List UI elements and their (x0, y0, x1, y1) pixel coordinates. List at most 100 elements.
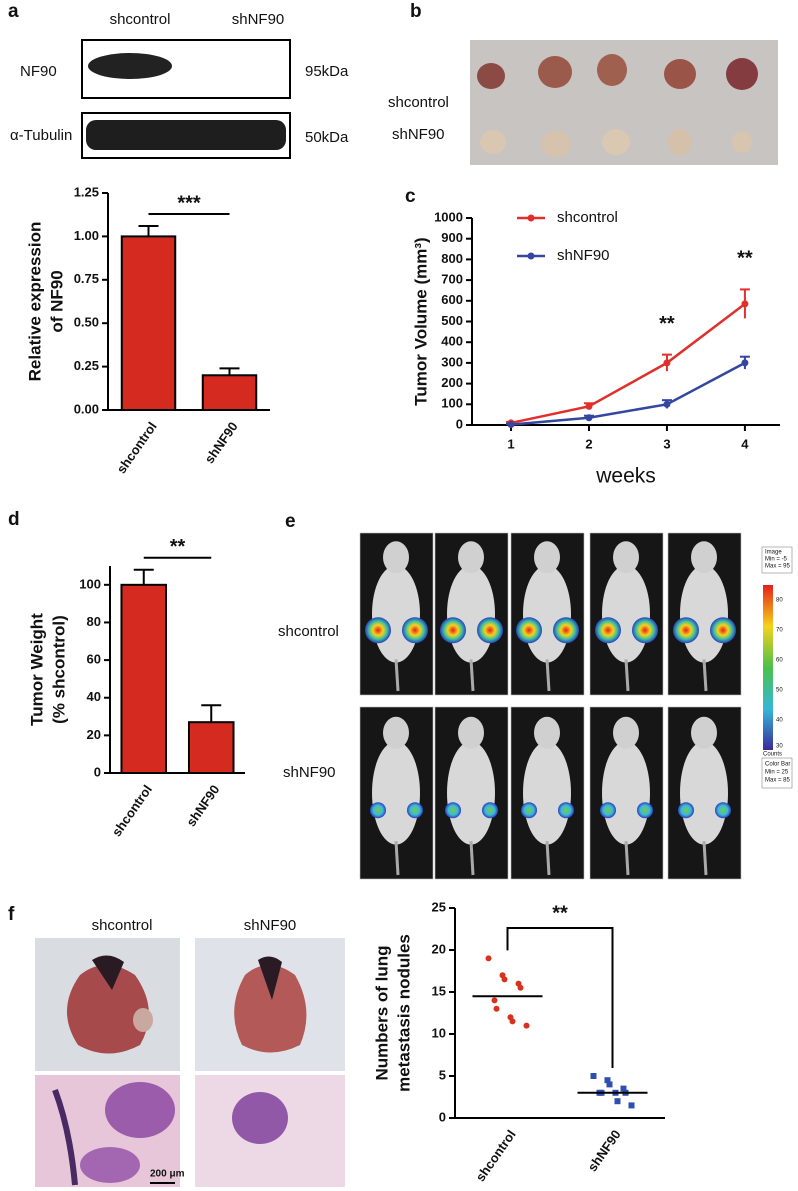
mouse-tail (394, 659, 400, 692)
row-label: shcontrol (278, 623, 339, 640)
tissue (80, 1147, 140, 1183)
legend-label: shcontrol (557, 209, 618, 226)
lung-photos: shcontrol shNF90 200 μm (35, 917, 345, 1187)
y-axis-label: Tumor Weight (27, 613, 46, 726)
point (620, 1085, 627, 1092)
mouse-tail (469, 841, 475, 876)
size-label: 50kDa (305, 129, 349, 146)
series-line (510, 302, 746, 425)
y-tick-label: 80 (87, 614, 101, 629)
signal (558, 802, 574, 819)
row-label: shNF90 (392, 126, 445, 143)
mouse-body (372, 741, 420, 845)
y-axis-label: Numbers of lung (372, 945, 391, 1080)
column-label: shNF90 (232, 11, 285, 28)
mouse-tail (624, 659, 630, 692)
y-tick-label: 60 (87, 652, 101, 667)
significance-bracket (506, 927, 614, 1068)
tumor (480, 130, 506, 154)
signal (440, 617, 466, 644)
tumor (602, 129, 630, 155)
mouse-head (458, 716, 484, 749)
point (585, 414, 593, 422)
mouse-tail (545, 659, 551, 692)
legend-box (761, 546, 793, 574)
y-tick-label: 800 (441, 251, 463, 266)
mouse-body (602, 741, 650, 845)
point (501, 976, 508, 983)
panel-label: d (8, 509, 20, 530)
tumor (541, 131, 571, 157)
signal (595, 617, 621, 644)
signal (370, 802, 386, 819)
y-tick-label: 600 (441, 292, 463, 307)
y-tick-label: 500 (441, 313, 463, 328)
point (606, 1081, 613, 1088)
bar (187, 721, 235, 775)
y-tick-label: 100 (79, 576, 101, 591)
bar (201, 374, 258, 411)
y-tick-label: 0.50 (74, 315, 99, 330)
panel-label: b (410, 1, 422, 22)
significance-label: ** (170, 536, 186, 558)
tumor (732, 131, 752, 153)
column-label: shcontrol (110, 11, 171, 28)
x-tick-label: shNF90 (183, 782, 222, 829)
significance-label: ** (552, 902, 568, 924)
x-axis-label: weeks (595, 465, 656, 488)
point (493, 1005, 500, 1012)
x-tick-label: shcontrol (473, 1127, 519, 1184)
point (507, 421, 515, 429)
band (86, 120, 286, 150)
series-line (510, 361, 746, 426)
legend-text: Min = 25 (765, 770, 789, 776)
legend-text: Min = -5 (765, 557, 788, 563)
lung (234, 965, 307, 1053)
colorbar-unit: Counts (763, 752, 782, 758)
tumor (726, 58, 758, 90)
point (517, 984, 524, 991)
signal (402, 617, 428, 644)
y-tick-label: 1.00 (74, 228, 99, 243)
mouse-body (523, 565, 571, 663)
trachea (92, 955, 124, 990)
vessel (52, 1088, 78, 1186)
x-tick-label: shNF90 (585, 1127, 624, 1174)
signal (521, 802, 537, 819)
western-blot: shcontrol shNF90 NF90 95kDa α-Tubulin 50… (10, 11, 349, 159)
signal (600, 802, 616, 819)
mouse-head (534, 716, 560, 749)
point (509, 1018, 516, 1025)
y-tick-label: 0.00 (74, 401, 99, 416)
y-tick-label: 5 (439, 1067, 446, 1082)
significance-label: ** (659, 313, 675, 335)
y-axis-label: metastasis nodules (394, 934, 413, 1092)
panel-label: f (8, 904, 15, 925)
point (663, 400, 671, 408)
x-tick-label: shcontrol (109, 782, 155, 839)
mouse-body (447, 741, 495, 845)
panel-label: a (8, 1, 19, 22)
signal (365, 617, 391, 644)
point (741, 359, 749, 367)
x-tick-label: 4 (741, 436, 749, 451)
signal (445, 802, 461, 819)
point (628, 1102, 635, 1109)
mouse-head (691, 716, 717, 749)
y-tick-label: 25 (432, 899, 446, 914)
tumor (664, 59, 696, 89)
signal (632, 617, 658, 644)
colorbar-tick: 50 (776, 688, 783, 694)
colorbar-tick: 40 (776, 718, 783, 724)
mouse-head (458, 541, 484, 574)
bar (120, 235, 177, 411)
colorbar-tick: 70 (776, 628, 783, 634)
point (663, 359, 671, 367)
tumor (668, 129, 692, 155)
x-tick-label: 1 (507, 436, 514, 451)
y-tick-label: 0 (439, 1109, 446, 1124)
mouse-body (523, 741, 571, 845)
y-tick-label: 20 (432, 941, 446, 956)
y-axis-label: Tumor Volume (mm³) (411, 237, 430, 405)
